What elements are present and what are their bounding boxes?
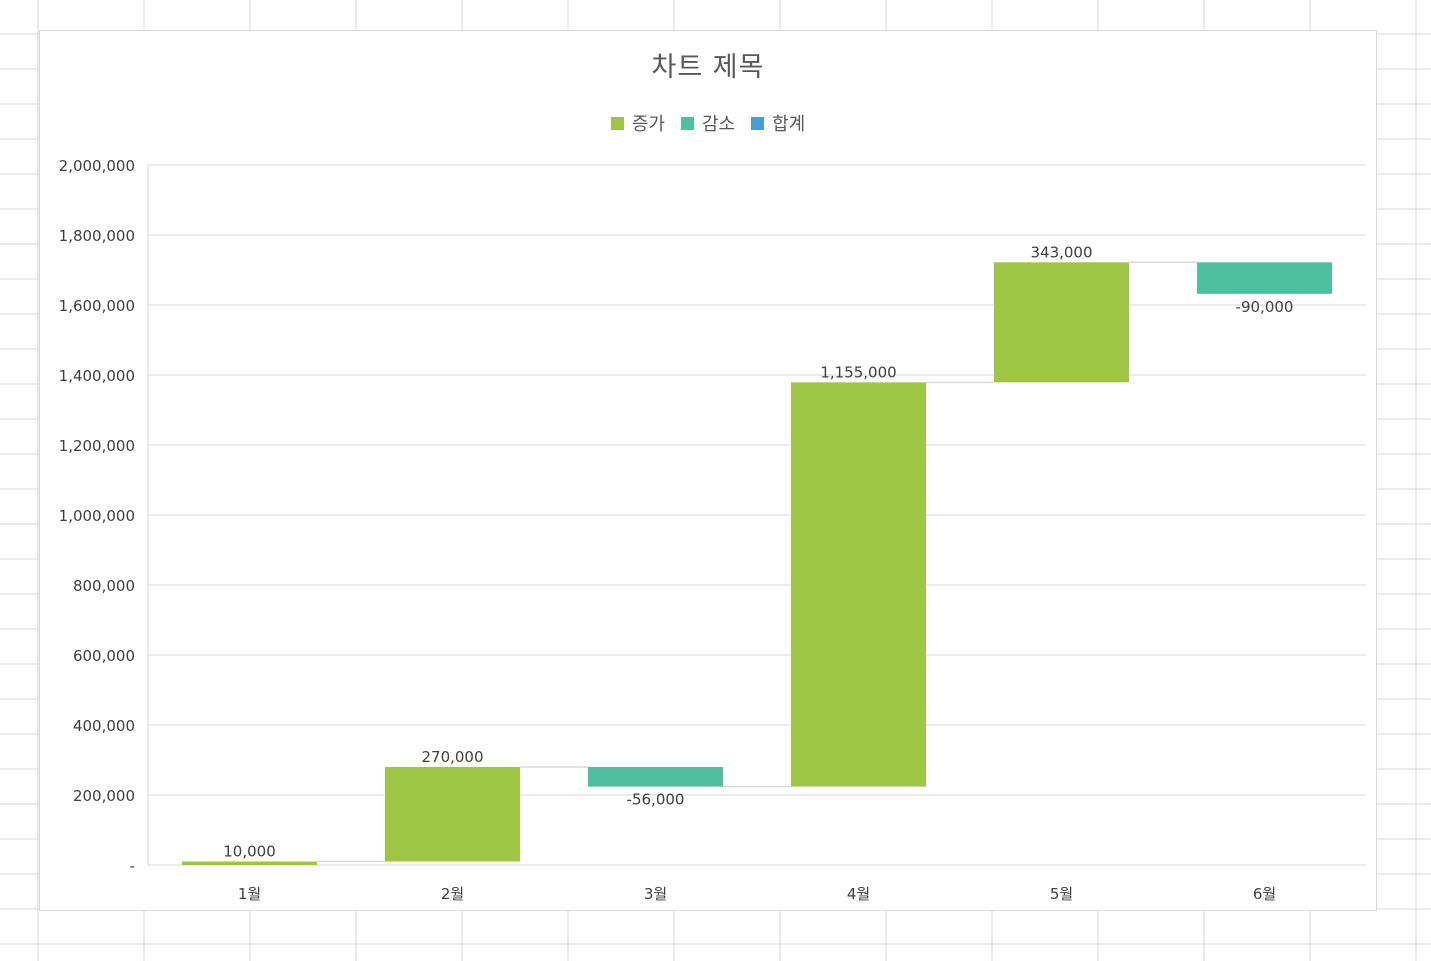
bar-increase — [994, 262, 1129, 383]
x-tick-label: 2월 — [441, 885, 464, 903]
bar-increase — [791, 382, 926, 787]
x-tick-label: 3월 — [644, 885, 667, 903]
y-tick-label: 1,400,000 — [59, 367, 135, 385]
data-label: -90,000 — [1236, 298, 1294, 316]
y-tick-label: - — [130, 857, 135, 875]
y-tick-label: 600,000 — [73, 647, 135, 665]
data-label: 270,000 — [421, 748, 483, 766]
y-tick-label: 400,000 — [73, 717, 135, 735]
y-tick-label: 1,600,000 — [59, 297, 135, 315]
x-tick-label: 4월 — [847, 885, 870, 903]
legend-item-decrease[interactable]: 감소 — [680, 110, 736, 136]
data-label: 10,000 — [223, 843, 276, 861]
bar-decrease — [1197, 262, 1332, 294]
y-tick-label: 800,000 — [73, 577, 135, 595]
legend-item-increase[interactable]: 증가 — [610, 110, 665, 136]
plot-area[interactable]: - 200,000 400,000 600,000 800,000 1,000,000 1,… — [40, 31, 1378, 912]
bar-increase — [385, 767, 520, 862]
data-label: 1,155,000 — [820, 363, 896, 381]
chart-area[interactable]: 차트 제목 증가 감소 합계 - 200,000 400,000 600,000 800… — [39, 30, 1377, 911]
x-tick-label: 1월 — [238, 885, 261, 903]
y-tick-label: 1,200,000 — [59, 437, 135, 455]
x-tick-label: 5월 — [1050, 885, 1073, 903]
y-tick-label: 1,000,000 — [59, 507, 135, 525]
legend-swatch-increase — [610, 116, 624, 130]
y-tick-label: 1,800,000 — [59, 227, 135, 245]
bar-increase — [182, 861, 317, 865]
legend-label-decrease: 감소 — [701, 114, 736, 135]
legend-label-total: 합계 — [772, 114, 806, 135]
y-tick-label: 200,000 — [73, 787, 135, 805]
chart-title[interactable]: 차트 제목 — [651, 52, 765, 83]
legend-label-increase: 증가 — [631, 114, 665, 135]
y-tick-label: 2,000,000 — [59, 157, 135, 175]
legend-swatch-decrease — [680, 116, 694, 130]
data-label: -56,000 — [627, 791, 685, 809]
bar-decrease — [588, 767, 723, 787]
legend-item-total[interactable]: 합계 — [751, 110, 805, 136]
legend-swatch-total — [751, 116, 765, 130]
chart-legend[interactable]: 증가 감소 합계 — [40, 110, 1376, 136]
x-tick-label: 6월 — [1253, 885, 1276, 903]
data-label: 343,000 — [1030, 243, 1092, 261]
